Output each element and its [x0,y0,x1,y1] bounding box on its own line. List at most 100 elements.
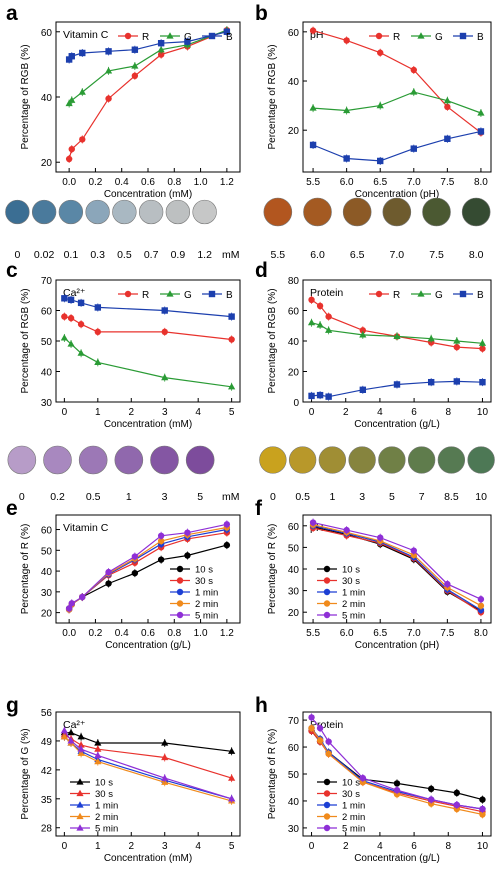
x-tick-label: 4 [377,841,383,852]
data-point [65,605,73,612]
legend-label: 30 s [95,789,113,800]
x-tick-label: 0.0 [62,177,76,188]
y-tick-label: 20 [41,158,53,169]
data-point [453,789,461,797]
sample-well [437,446,466,474]
x-tick-label: 7.5 [440,177,454,188]
y-tick-label: 50 [41,337,53,348]
sample-label: 7.0 [390,249,405,261]
sample-well [58,199,84,225]
x-tick-label: 6 [411,841,417,852]
y-axis-label: Percentage of G (%) [20,728,31,819]
legend-label: G [435,32,443,43]
data-point [453,337,461,344]
strip-unit-label: mM [222,249,240,261]
data-point [309,519,317,526]
panel-letter: a [6,2,18,25]
y-tick-label: 60 [288,307,300,318]
y-tick-label: 20 [41,609,53,620]
legend-label: G [184,290,192,301]
legend-marker [208,290,216,298]
series-line [311,730,483,813]
legend-marker [459,290,467,298]
panel-title: Ca²⁺ [63,719,86,731]
sample-label: 0.5 [86,491,101,503]
panel-title: Ca²⁺ [63,287,86,299]
y-tick-label: 56 [41,708,53,719]
x-axis-label: Concentration (g/L) [354,853,440,864]
x-tick-label: 3 [162,407,168,418]
data-point [131,46,139,53]
x-tick-label: 1 [95,407,101,418]
data-point [161,373,169,381]
series-line [312,526,482,612]
sample-label: 10 [475,491,487,503]
data-point [377,49,384,56]
data-point [77,745,85,752]
data-point [161,753,169,761]
data-point [377,157,384,165]
panel-letter: d [255,259,268,282]
data-point [393,332,401,340]
data-point [477,596,485,603]
series-R [308,295,486,353]
legend-marker [176,600,184,607]
legend-marker [176,577,184,584]
data-point [307,318,316,326]
data-point [453,378,461,385]
data-point [325,326,333,333]
x-tick-label: 0.2 [88,177,102,188]
y-axis-label: Percentage of RGB (%) [20,288,31,393]
x-tick-label: 1.0 [194,177,208,188]
data-point [316,302,324,310]
panel-letter: b [255,2,268,25]
data-point [67,296,75,304]
x-axis-label: Concentration (mM) [104,853,192,864]
y-axis-label: Percentage of R (%) [267,524,278,615]
data-point [77,321,85,328]
data-point [105,48,112,55]
y-tick-label: 50 [41,546,53,557]
sample-well [31,199,57,225]
sample-well [348,446,376,474]
strip-unit-label: mM [222,491,240,503]
legend-label: R [142,32,149,43]
series-line [68,29,228,160]
legend-marker [323,778,331,786]
data-point [68,600,75,607]
data-point [223,28,231,35]
data-point [161,739,169,746]
data-point [67,314,75,322]
legend-marker [323,565,331,573]
data-point [184,529,191,536]
legend-marker [375,32,383,40]
data-point [131,553,139,560]
data-point [77,741,85,748]
data-point [393,381,401,388]
data-point [161,774,169,781]
data-point [94,739,102,746]
data-point [343,106,351,114]
data-point [343,37,350,44]
legend-label: 1 min [342,801,365,812]
sample-well [461,197,491,227]
legend-label: 2 min [95,812,118,823]
x-tick-label: 10 [477,407,489,418]
y-axis-label: Percentage of R (%) [20,524,31,615]
sample-label: 1 [126,491,132,503]
data-point [60,726,68,734]
legend-label: B [477,32,484,43]
data-point [325,313,332,320]
series-line [64,732,232,752]
sample-label: 7.5 [429,249,444,261]
data-point [343,526,350,534]
legend-label: B [226,290,233,301]
sample-well [422,197,451,227]
series-line [63,730,232,800]
data-point [325,738,332,745]
